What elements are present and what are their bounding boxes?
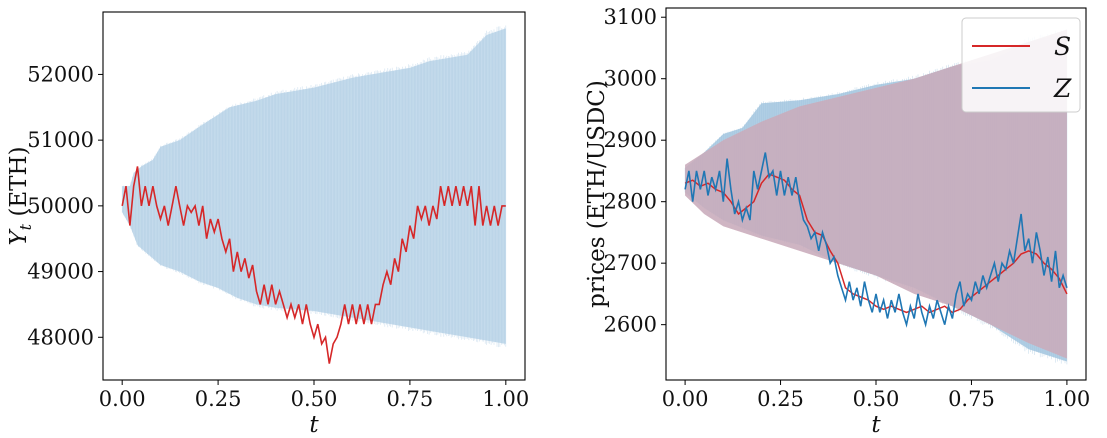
y-axis-label: Yt (ETH) xyxy=(6,146,35,245)
y-tick-label: 51000 xyxy=(27,128,94,152)
y-tick-label: 3000 xyxy=(604,67,657,91)
y-axis-label: prices (ETH/USDC) xyxy=(584,80,610,308)
x-axis-label: t xyxy=(309,412,319,438)
x-axis-label: t xyxy=(871,412,881,438)
legend: SZ xyxy=(961,17,1081,113)
x-tick-label: 0.25 xyxy=(757,387,804,411)
plot-prices: 0.00 0.25 0.50 0.75 1.00 2600 2700 2800 2900 3000… xyxy=(584,5,1090,438)
y-tick-label: 2800 xyxy=(604,190,657,214)
x-tick-label: 0.00 xyxy=(662,387,709,411)
x-tick-label: 0.50 xyxy=(853,387,900,411)
x-tick-label: 1.00 xyxy=(1044,387,1091,411)
x-tick-label: 0.00 xyxy=(99,387,146,411)
series-line-z xyxy=(684,152,1068,328)
y-tick-label: 52000 xyxy=(27,62,94,86)
series-line-y xyxy=(121,166,506,364)
x-tick-label: 0.75 xyxy=(387,387,434,411)
y-tick-label: 48000 xyxy=(27,325,94,349)
legend-label-s: S xyxy=(1054,32,1071,61)
y-tick-label: 2600 xyxy=(604,313,657,337)
y-tick-label: 2900 xyxy=(604,128,657,152)
x-tick-label: 0.75 xyxy=(948,387,995,411)
y-tick-label: 2700 xyxy=(604,251,657,275)
y-tick-label: 3100 xyxy=(604,5,657,29)
y-tick-label: 49000 xyxy=(27,260,94,284)
plot-area xyxy=(121,25,507,364)
x-tick-label: 0.25 xyxy=(195,387,242,411)
y-tick-label: 50000 xyxy=(27,194,94,218)
legend-label-z: Z xyxy=(1053,74,1072,103)
plot-y-eth: 0.00 0.25 0.50 0.75 1.00 48000 49000 50000 51000… xyxy=(6,11,529,438)
series-line-s xyxy=(684,173,1068,314)
x-tick-label: 1.00 xyxy=(482,387,529,411)
x-tick-label: 0.50 xyxy=(291,387,338,411)
